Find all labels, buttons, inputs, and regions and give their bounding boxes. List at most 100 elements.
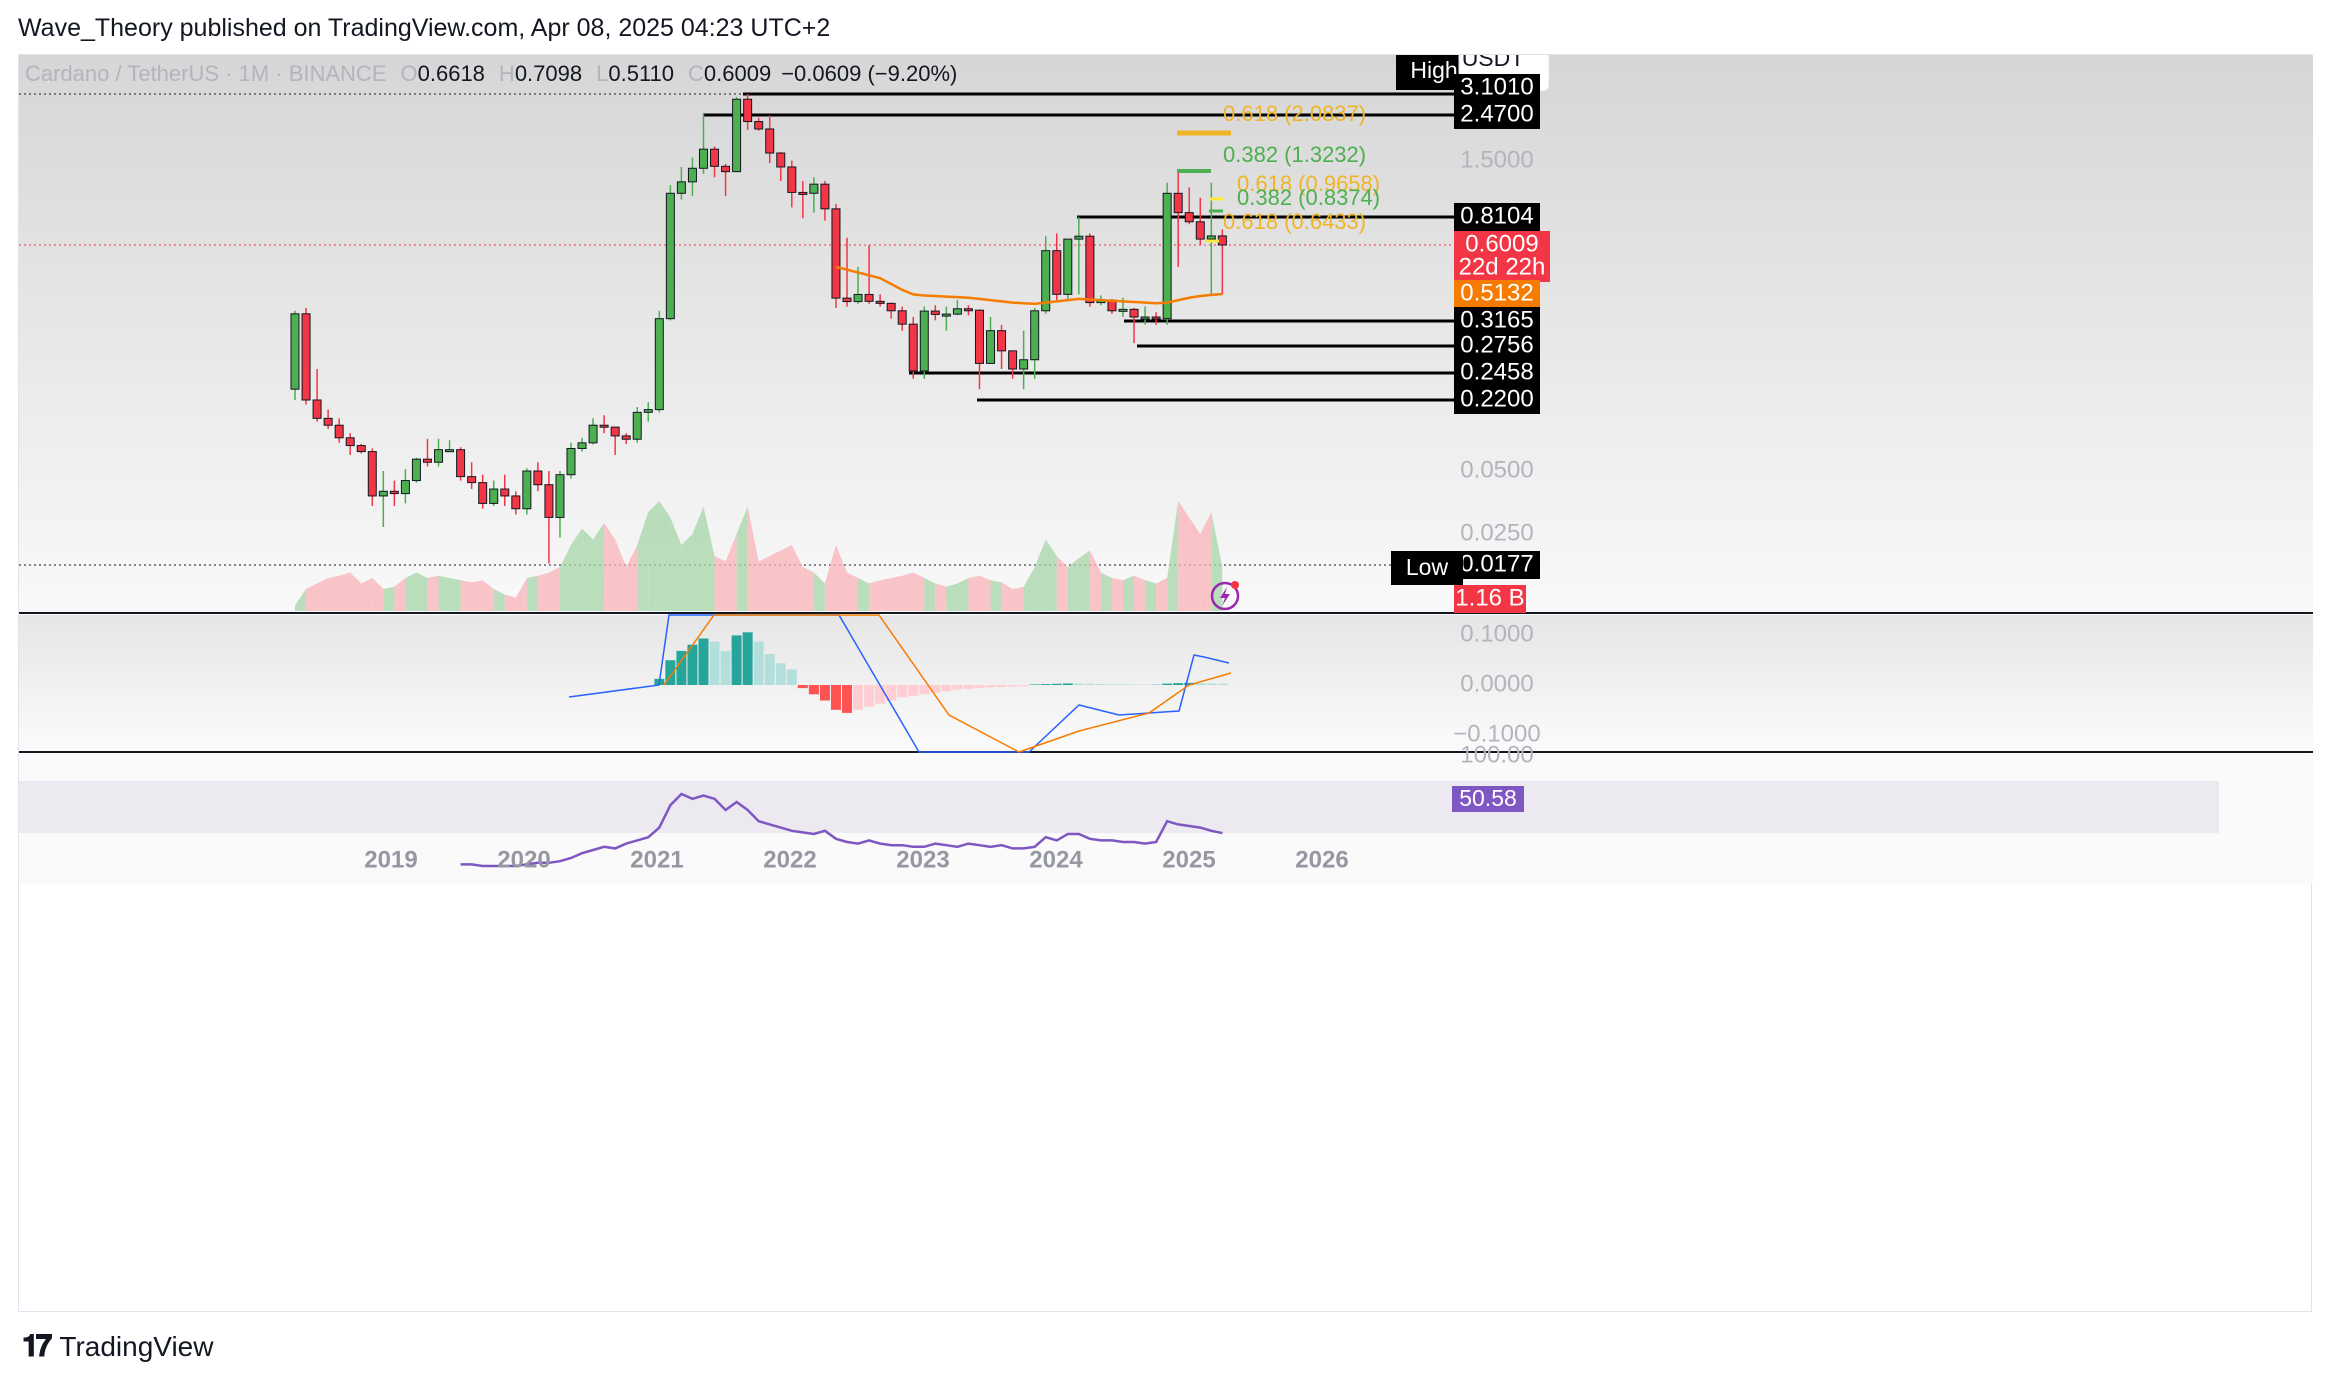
candle-body[interactable]	[422, 458, 432, 463]
candle-body[interactable]	[798, 191, 808, 195]
candle-body[interactable]	[434, 449, 444, 463]
macd-histogram-bar	[797, 685, 808, 689]
candle-body[interactable]	[1184, 212, 1194, 223]
candle-body[interactable]	[500, 488, 510, 497]
candle-body[interactable]	[290, 313, 300, 390]
candle-body[interactable]	[588, 424, 598, 444]
candle-body[interactable]	[1129, 308, 1139, 318]
candle-body[interactable]	[919, 310, 929, 372]
candle-body[interactable]	[1041, 250, 1051, 312]
candle-body[interactable]	[356, 445, 366, 453]
time-axis[interactable]: 2019 2020 2021 2022 2023 2024 2025 2026	[364, 846, 1348, 873]
candle-body[interactable]	[754, 121, 764, 130]
candle-body[interactable]	[1151, 316, 1161, 320]
candle-body[interactable]	[1173, 192, 1183, 214]
candle-body[interactable]	[1008, 350, 1018, 370]
candle-body[interactable]	[1162, 192, 1172, 320]
candle-body[interactable]	[566, 447, 576, 476]
candle-body[interactable]	[489, 488, 499, 504]
candle-body[interactable]	[312, 399, 322, 419]
candle-body[interactable]	[533, 470, 543, 486]
candle-body[interactable]	[986, 330, 996, 364]
candle-body[interactable]	[997, 330, 1007, 352]
candle-body[interactable]	[544, 484, 554, 518]
candle-body[interactable]	[897, 310, 907, 325]
candle-body[interactable]	[698, 148, 708, 169]
candle-body[interactable]	[511, 495, 521, 510]
candle-body[interactable]	[676, 181, 686, 194]
candle-body[interactable]	[467, 476, 477, 484]
candle-body[interactable]	[930, 310, 940, 315]
candle-body[interactable]	[1019, 359, 1029, 370]
candle-body[interactable]	[941, 313, 951, 317]
lightning-alert-icon[interactable]	[1210, 581, 1240, 611]
candle-body[interactable]	[665, 192, 675, 320]
candle-body[interactable]	[345, 437, 355, 447]
candle-body[interactable]	[809, 183, 819, 194]
candle-body[interactable]	[445, 449, 455, 453]
symbol-legend[interactable]: Cardano / TetherUS · 1M · BINANCE O0.6618…	[25, 61, 957, 86]
candle-body[interactable]	[743, 98, 753, 123]
volume-area-segment	[537, 572, 549, 611]
candle-body[interactable]	[721, 165, 731, 173]
candle-body[interactable]	[1052, 250, 1062, 295]
candle-body[interactable]	[378, 490, 388, 497]
candle-body[interactable]	[323, 417, 333, 426]
candle-body[interactable]	[632, 411, 642, 440]
candle-body[interactable]	[820, 183, 830, 210]
candle-body[interactable]	[599, 424, 609, 428]
candle-body[interactable]	[963, 308, 973, 312]
candle-body[interactable]	[577, 442, 587, 449]
candle-body[interactable]	[732, 98, 742, 173]
candle-body[interactable]	[864, 293, 874, 302]
rsi-line[interactable]	[460, 792, 1223, 868]
candle-body[interactable]	[1195, 221, 1205, 240]
candle-body[interactable]	[389, 490, 399, 495]
candle-body[interactable]	[456, 449, 466, 478]
candle-body[interactable]	[1030, 310, 1040, 361]
price-chart[interactable]: 0.618 (2.0837) 0.382 (1.3232) 0.618 (0.965…	[19, 44, 2313, 1313]
candle-body[interactable]	[1074, 235, 1084, 240]
candle-body[interactable]	[610, 426, 620, 437]
candle-body[interactable]	[478, 482, 488, 504]
price-tag-label: 22d 22h	[1459, 253, 1546, 280]
candle-body[interactable]	[1118, 308, 1128, 312]
candle-body[interactable]	[710, 148, 720, 167]
candle-body[interactable]	[1217, 235, 1227, 246]
candle-body[interactable]	[411, 458, 421, 482]
ema-line[interactable]	[835, 265, 1223, 306]
candle-body[interactable]	[974, 309, 984, 364]
candle-body[interactable]	[687, 167, 697, 183]
candle-body[interactable]	[1206, 235, 1216, 240]
candle-body[interactable]	[765, 128, 775, 154]
candle-body[interactable]	[643, 409, 653, 413]
candle-body[interactable]	[886, 302, 896, 312]
candle-body[interactable]	[654, 318, 664, 411]
candle-body[interactable]	[367, 451, 377, 497]
main-pane-background	[19, 55, 2313, 613]
candle-body[interactable]	[522, 470, 532, 510]
candle-body[interactable]	[301, 313, 311, 401]
candle-body[interactable]	[1140, 316, 1150, 320]
macd-histogram-bar	[842, 685, 852, 713]
candle-body[interactable]	[1085, 235, 1095, 304]
candle-body[interactable]	[776, 152, 786, 168]
candle-body[interactable]	[334, 424, 344, 439]
candle-body[interactable]	[853, 293, 863, 303]
candle-body[interactable]	[621, 435, 631, 440]
volume-area-segment	[725, 534, 737, 611]
candle-body[interactable]	[1063, 238, 1073, 295]
candle-body[interactable]	[831, 208, 841, 299]
candle-body[interactable]	[787, 166, 797, 193]
tradingview-footer[interactable]: 𝟏𝟕 TradingView	[22, 1330, 213, 1364]
candle-body[interactable]	[842, 297, 852, 303]
candle-body[interactable]	[400, 480, 410, 495]
macd-histogram-bar	[676, 650, 687, 685]
macd-signal-line	[663, 614, 1232, 753]
candle-body[interactable]	[908, 323, 918, 372]
price-tag	[1454, 332, 1540, 360]
price-tag	[1454, 551, 1540, 579]
candle-body[interactable]	[952, 308, 962, 315]
candle-body[interactable]	[875, 300, 885, 304]
candle-body[interactable]	[555, 474, 565, 518]
